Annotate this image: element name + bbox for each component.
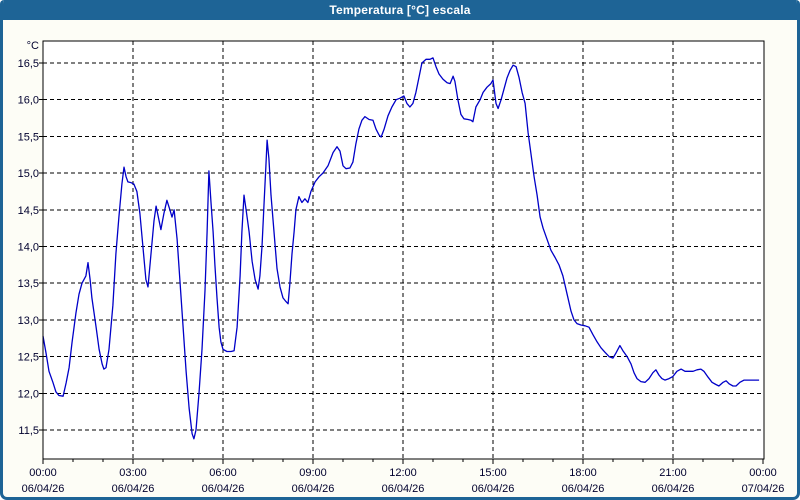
x-tick-date-label: 06/04/26 bbox=[112, 483, 155, 495]
y-tick-label: 12,0 bbox=[18, 388, 39, 400]
x-tick-time-label: 06:00 bbox=[209, 467, 237, 479]
plot-area bbox=[43, 41, 764, 459]
x-tick-time-label: 15:00 bbox=[479, 467, 507, 479]
y-tick-label: 14,5 bbox=[18, 205, 39, 217]
y-tick-label: 16,5 bbox=[18, 58, 39, 70]
x-tick-date-label: 06/04/26 bbox=[202, 483, 245, 495]
y-tick-label: 13,0 bbox=[18, 315, 39, 327]
x-tick-time-label: 09:00 bbox=[299, 467, 327, 479]
y-tick-label: 13,5 bbox=[18, 278, 39, 290]
x-tick-date-label: 06/04/26 bbox=[472, 483, 515, 495]
x-tick-time-label: 12:00 bbox=[389, 467, 417, 479]
x-tick-time-label: 18:00 bbox=[569, 467, 597, 479]
y-tick-label: 15,0 bbox=[18, 168, 39, 180]
y-tick-label: 16,0 bbox=[18, 95, 39, 107]
y-tick-label: 12,5 bbox=[18, 352, 39, 364]
temperature-line bbox=[42, 57, 760, 440]
y-axis-unit-label: °C bbox=[27, 40, 39, 52]
window-title-bar: Temperatura [°C] escala bbox=[3, 0, 797, 20]
x-tick-date-label: 06/04/26 bbox=[562, 483, 605, 495]
x-tick-date-label: 06/04/26 bbox=[22, 483, 65, 495]
y-tick-label: 15,5 bbox=[18, 131, 39, 143]
y-tick-label: 11,5 bbox=[18, 425, 39, 437]
x-tick-time-label: 00:00 bbox=[29, 467, 57, 479]
x-tick-date-label: 06/04/26 bbox=[292, 483, 335, 495]
x-tick-date-label: 06/04/26 bbox=[652, 483, 695, 495]
tick-marks bbox=[39, 62, 764, 464]
temperature-chart: °C 16,5 16,0 15,5 15,0 14,5 14,0 13,5 13,0 12,5 12… bbox=[18, 40, 785, 495]
x-axis-labels: 00:00 06/04/26 03:00 06/04/26 06:00 06/04/26 0… bbox=[22, 467, 785, 495]
x-tick-time-label: 21:00 bbox=[659, 467, 687, 479]
y-tick-label: 14,0 bbox=[18, 242, 39, 254]
window-title: Temperatura [°C] escala bbox=[329, 3, 471, 17]
x-tick-time-label: 00:00 bbox=[749, 467, 777, 479]
y-axis-labels: °C 16,5 16,0 15,5 15,0 14,5 14,0 13,5 13,0 12,5 12… bbox=[18, 40, 39, 437]
x-tick-date-label: 06/04/26 bbox=[382, 483, 425, 495]
x-tick-time-label: 03:00 bbox=[119, 467, 147, 479]
gridlines bbox=[43, 41, 764, 459]
x-tick-date-label: 07/04/26 bbox=[742, 483, 785, 495]
